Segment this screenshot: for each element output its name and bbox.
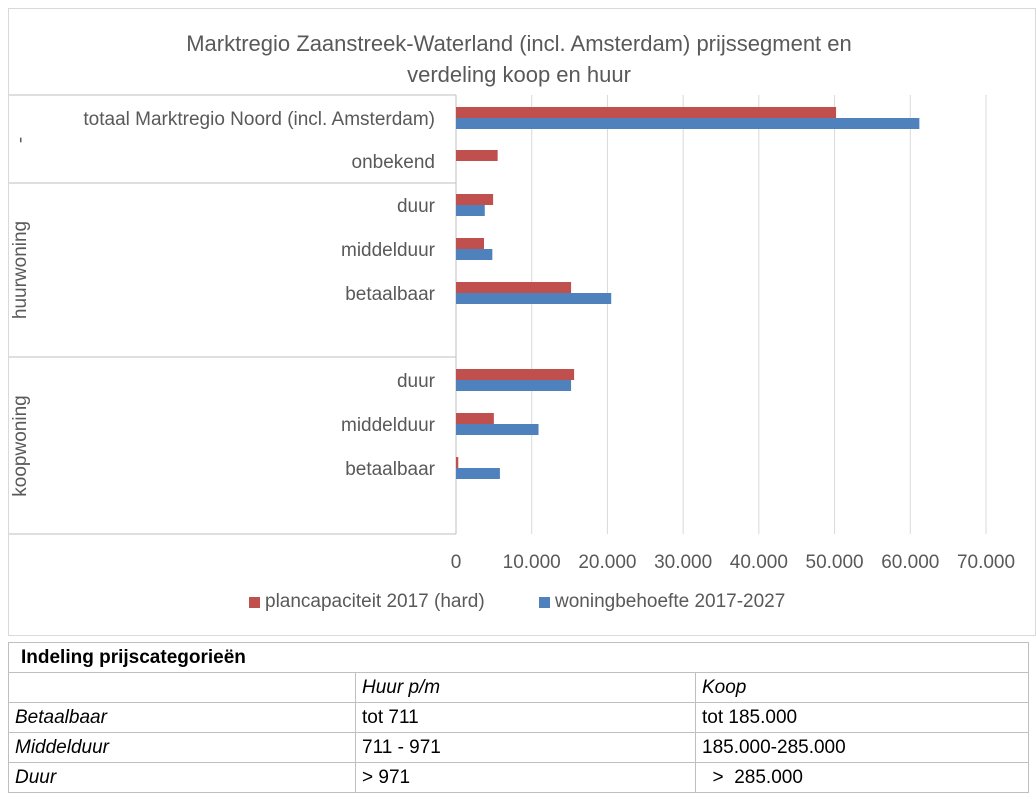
x-tick-label: 50.000 — [806, 552, 864, 573]
table-row-label: Middelduur — [8, 732, 356, 763]
group-label: huurwoning — [10, 221, 31, 319]
table-cell: > 971 — [355, 762, 696, 793]
bar-woningbehoefte — [456, 205, 485, 216]
table-cell: 185.000-285.000 — [695, 732, 1029, 763]
bar-plancapaciteit — [456, 369, 575, 380]
x-tick-label: 70.000 — [957, 552, 1015, 573]
table-header-cell — [8, 672, 356, 703]
category-label: middelduur — [341, 415, 436, 436]
bar-chart: Marktregio Zaanstreek-Waterland (incl. A… — [9, 31, 1015, 612]
table-row-label: Betaalbaar — [8, 702, 356, 733]
legend-label: plancapaciteit 2017 (hard) — [265, 591, 485, 612]
group-label: - — [10, 137, 31, 143]
x-tick-label: 10.000 — [503, 552, 561, 573]
x-tick-label: 20.000 — [578, 552, 636, 573]
bar-plancapaciteit — [456, 282, 572, 293]
table-title-row: Indeling prijscategorieën — [8, 642, 1029, 673]
bar-woningbehoefte — [456, 293, 612, 304]
legend-swatch — [539, 597, 550, 608]
bar-woningbehoefte — [456, 468, 500, 479]
table-header-cell: Huur p/m — [355, 672, 696, 703]
table-cell: > 285.000 — [695, 762, 1029, 793]
table-row: Duur > 971 > 285.000 — [8, 762, 1029, 793]
chart-title: verdeling koop en huur — [407, 62, 631, 87]
category-label: middelduur — [341, 240, 436, 261]
table-cell: tot 185.000 — [695, 702, 1029, 733]
table-row: Middelduur 711 - 971 185.000-285.000 — [8, 732, 1029, 763]
bar-plancapaciteit — [456, 150, 498, 161]
category-label: onbekend — [352, 152, 435, 173]
table-row: Betaalbaar tot 711 tot 185.000 — [8, 702, 1029, 733]
x-tick-label: 30.000 — [654, 552, 712, 573]
x-tick-label: 0 — [451, 552, 462, 573]
table-title: Indeling prijscategorieën — [8, 642, 1029, 673]
category-label: betaalbaar — [345, 459, 435, 480]
table-header-cell: Koop — [695, 672, 1029, 703]
legend-swatch — [249, 597, 260, 608]
legend-label: woningbehoefte 2017-2027 — [554, 591, 785, 612]
chart-frame: Marktregio Zaanstreek-Waterland (incl. A… — [8, 8, 1036, 636]
bar-plancapaciteit — [456, 107, 837, 118]
price-category-table: Indeling prijscategorieën Huur p/m Koop … — [8, 642, 1029, 793]
table-cell: 711 - 971 — [355, 732, 696, 763]
x-tick-label: 40.000 — [730, 552, 788, 573]
bar-woningbehoefte — [456, 424, 539, 435]
category-label: totaal Marktregio Noord (incl. Amsterdam… — [83, 109, 435, 130]
table-cell: tot 711 — [355, 702, 696, 733]
table-row-label: Duur — [8, 762, 356, 793]
category-label: duur — [397, 196, 436, 217]
bar-plancapaciteit — [456, 194, 494, 205]
x-tick-label: 60.000 — [881, 552, 939, 573]
chart-title: Marktregio Zaanstreek-Waterland (incl. A… — [186, 31, 852, 56]
category-label: duur — [397, 371, 436, 392]
group-label: koopwoning — [10, 395, 31, 496]
bar-woningbehoefte — [456, 249, 493, 260]
bar-plancapaciteit — [456, 413, 494, 424]
bar-woningbehoefte — [456, 118, 920, 129]
bar-woningbehoefte — [456, 380, 572, 391]
bar-plancapaciteit — [456, 238, 485, 249]
category-label: betaalbaar — [345, 284, 435, 305]
bar-plancapaciteit — [456, 457, 459, 468]
table-header-row: Huur p/m Koop — [8, 672, 1029, 703]
